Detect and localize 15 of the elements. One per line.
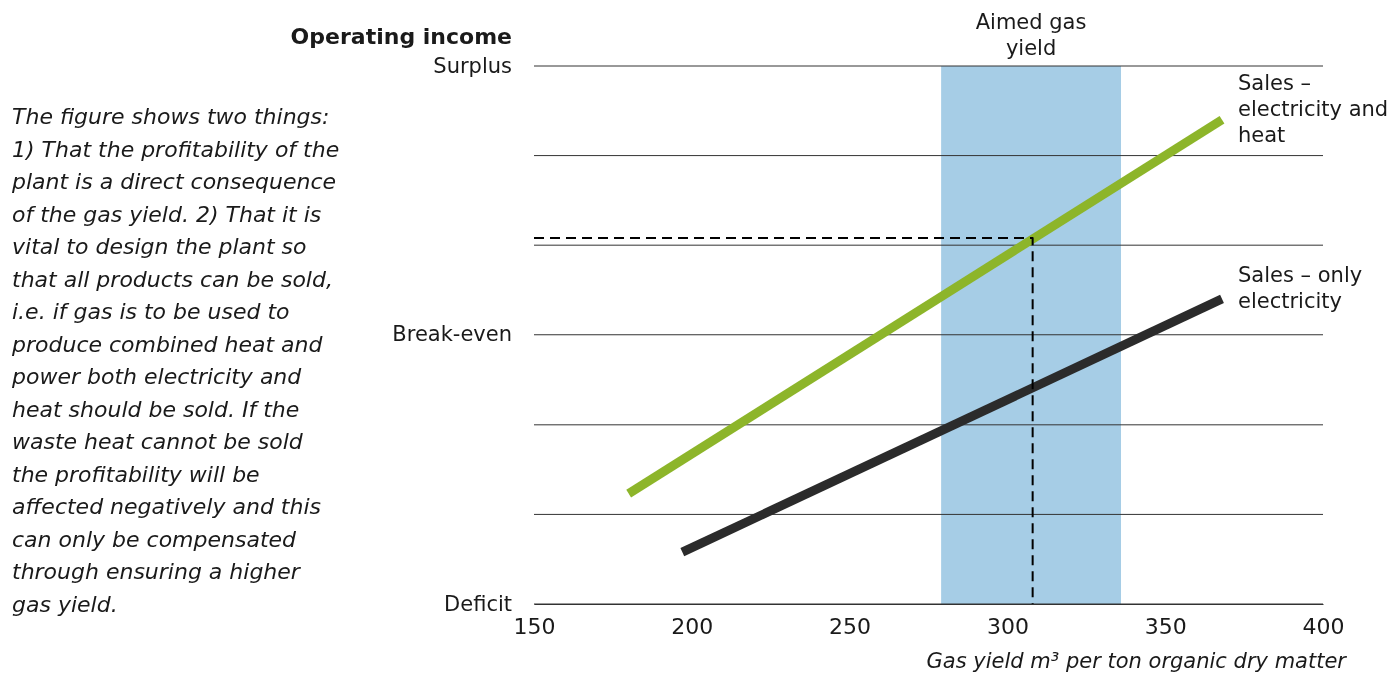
x-tick-label: 250 [829, 613, 872, 639]
x-tick-label: 400 [1302, 613, 1345, 639]
x-tick-label: 150 [513, 613, 556, 639]
ref-line-label: Deficit [444, 591, 512, 616]
band-label: Aimed gas yield [975, 10, 1087, 60]
y-axis-title: Operating income [290, 24, 512, 49]
series-label: Sales – electricity and heat [1238, 70, 1389, 147]
ref-line-label: Surplus [433, 53, 512, 78]
series-label: Sales – only electricity [1238, 262, 1363, 313]
x-tick-label: 200 [671, 613, 714, 639]
x-tick-label: 300 [986, 613, 1029, 639]
x-tick-label: 350 [1144, 613, 1187, 639]
text: The figure shows two things: 1) That the profitability of the plant is a direct consequence of the gas yield. 2) That it is vital to design the plant so that all products can be sold, i.e. if gas is to be used to produce combined heat and power both electricity and heat should be sold. If the waste heat cannot be sold the profitability will be affected negatively and this can only be compensated through ensuring a higher gas yield. [12, 104, 340, 617]
x-axis-title: Gas yield m³ per ton organic dry matter [926, 649, 1348, 673]
ref-line-label: Break-even [392, 322, 512, 347]
